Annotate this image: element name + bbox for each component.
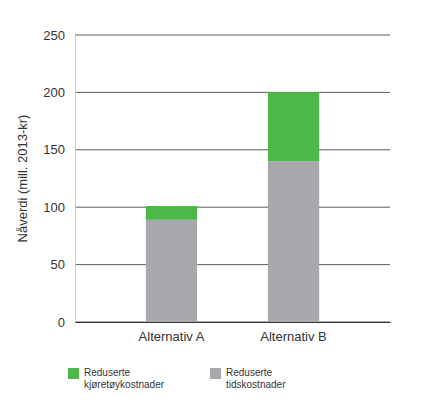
x-tick: Alternativ A [139, 322, 205, 344]
legend-label-line: Reduserte [226, 367, 273, 378]
x-tick-label: Alternativ B [260, 329, 326, 344]
y-axis-line [75, 36, 76, 323]
x-axis: Alternativ A Alternativ B [76, 322, 391, 344]
legend-item: Redusertetidskostnader [210, 367, 286, 390]
legend-swatch [68, 368, 79, 379]
bar-segment [146, 206, 197, 220]
y-axis-title: Nåverdi (mill. 2013-kr) [15, 115, 30, 243]
y-tick-label: 250 [43, 28, 65, 43]
y-tick: 250 [43, 28, 75, 43]
legend-label: Redusertekjøretøykostnader [84, 367, 165, 390]
legend-item: Redusertekjøretøykostnader [68, 367, 165, 390]
grid-line [75, 264, 390, 265]
bar-segment [268, 92, 319, 161]
y-tick-label: 100 [43, 200, 65, 215]
x-tick-label: Alternativ A [139, 329, 205, 344]
y-tick-label: 50 [51, 257, 65, 272]
legend-label-line: kjøretøykostnader [84, 379, 165, 390]
y-tick: 50 [51, 257, 75, 272]
x-tick: Alternativ B [260, 322, 326, 344]
grid [75, 35, 390, 322]
grid-line [75, 322, 390, 323]
grid-line [75, 35, 390, 36]
y-tick: 150 [43, 142, 75, 157]
legend: RedusertekjøretøykostnaderRedusertetidsk… [68, 367, 286, 390]
legend-label-line: Reduserte [84, 367, 131, 378]
grid-line [75, 207, 390, 208]
y-tick: 200 [43, 85, 75, 100]
bar-segment [146, 220, 197, 322]
x-axis-line [76, 322, 391, 323]
y-axis: 0 50 100 150 200 250 [43, 28, 75, 330]
chart-svg: 0 50 100 150 200 250 Alternativ A Alternativ B N… [0, 0, 424, 412]
y-tick: 0 [58, 315, 75, 330]
bars [146, 92, 319, 322]
y-tick-label: 150 [43, 142, 65, 157]
y-tick: 100 [43, 200, 75, 215]
legend-swatch [210, 368, 221, 379]
legend-label-line: tidskostnader [226, 379, 286, 390]
y-tick-label: 200 [43, 85, 65, 100]
grid-line [75, 92, 390, 93]
grid-line [75, 149, 390, 150]
chart-container: 0 50 100 150 200 250 Alternativ A Alternativ B N… [0, 0, 424, 412]
bar-segment [268, 161, 319, 322]
y-tick-label: 0 [58, 315, 65, 330]
legend-label: Redusertetidskostnader [226, 367, 286, 390]
